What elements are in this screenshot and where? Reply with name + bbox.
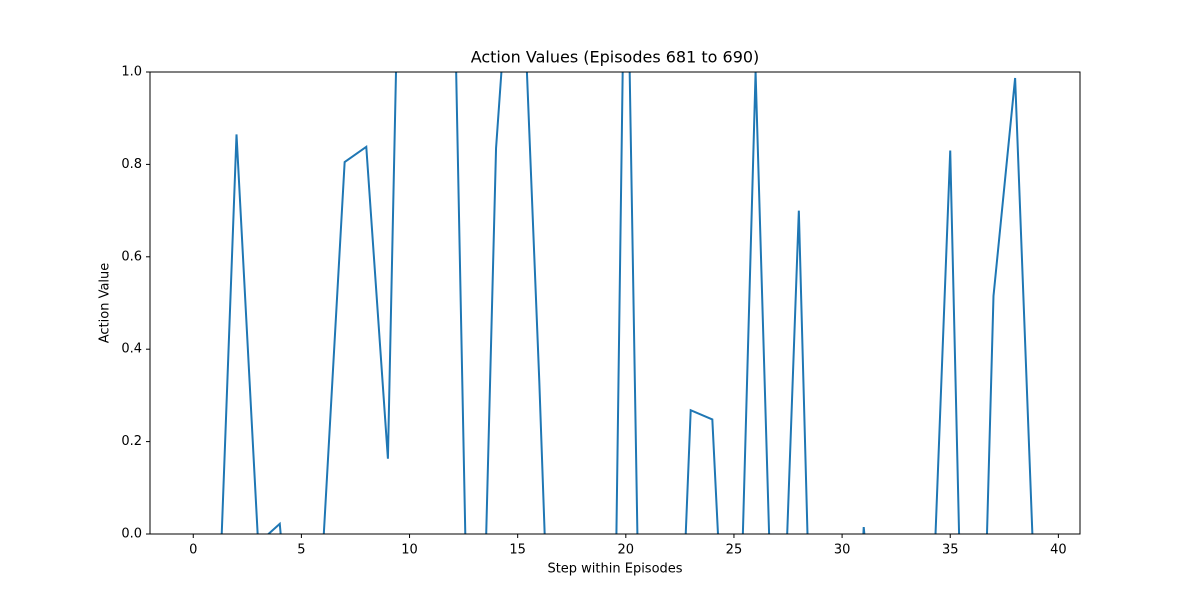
y-tick-label: 1.0 <box>121 65 142 80</box>
x-tick-label: 35 <box>942 543 959 558</box>
x-axis-label: Step within Episodes <box>547 562 682 577</box>
x-tick-label: 15 <box>509 543 526 558</box>
chart-title: Action Values (Episodes 681 to 690) <box>471 48 760 67</box>
x-tick-label: 10 <box>401 543 418 558</box>
x-tick-label: 30 <box>834 543 851 558</box>
y-tick-label: 0.4 <box>121 342 142 357</box>
x-tick-label: 25 <box>726 543 743 558</box>
y-tick-label: 0.0 <box>121 527 142 542</box>
plot-frame <box>149 71 1081 535</box>
y-tick-label: 0.8 <box>121 157 142 172</box>
y-axis-label: Action Value <box>98 263 113 344</box>
x-tick-label: 0 <box>189 543 197 558</box>
x-tick-label: 40 <box>1050 543 1067 558</box>
data-line <box>220 72 1034 534</box>
x-tick-label: 20 <box>618 543 635 558</box>
x-tick-label: 5 <box>297 543 305 558</box>
y-tick-label: 0.6 <box>121 249 142 264</box>
y-tick-label: 0.2 <box>121 434 142 449</box>
